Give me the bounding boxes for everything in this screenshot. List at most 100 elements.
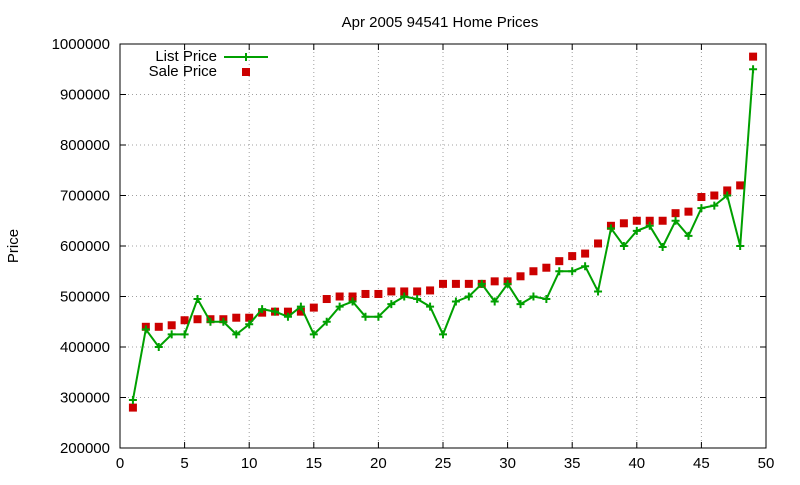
- y-tick-label: 600000: [60, 238, 110, 255]
- sale-price-point: [154, 322, 163, 331]
- x-tick-label: 50: [758, 455, 775, 472]
- list-price-point: [464, 292, 473, 301]
- x-tick-label: 5: [180, 455, 188, 472]
- sale-price-point: [697, 193, 706, 202]
- sale-price-point: [439, 279, 447, 288]
- sale-price-point: [671, 209, 680, 218]
- list-price-point: [542, 295, 551, 304]
- x-tick-label: 45: [693, 455, 710, 472]
- list-price-point: [451, 297, 460, 306]
- list-price-point: [245, 320, 254, 329]
- y-tick-label: 400000: [60, 339, 110, 356]
- list-price-point: [568, 267, 577, 276]
- list-price-point: [400, 292, 409, 301]
- list-price-point: [671, 216, 680, 225]
- x-tick-label: 10: [241, 455, 258, 472]
- list-price-point: [606, 224, 615, 233]
- list-price-point: [555, 267, 564, 276]
- list-price-point: [374, 312, 383, 321]
- list-price-point: [594, 287, 603, 296]
- sale-price-point: [361, 289, 370, 298]
- sale-price-point: [632, 216, 641, 225]
- sale-price-point: [555, 257, 564, 266]
- sale-price-point: [451, 279, 460, 288]
- list-price-point: [154, 343, 163, 351]
- list-price-point: [167, 330, 176, 339]
- list-price-point: [309, 330, 318, 339]
- list-price-point: [697, 204, 706, 213]
- sale-price-point: [426, 286, 435, 295]
- sale-price-point: [193, 315, 202, 324]
- legend-marker-sale-price: [242, 68, 250, 76]
- list-price-point: [736, 242, 745, 250]
- sale-price-point: [464, 279, 473, 288]
- list-price-point: [141, 325, 150, 334]
- plot-frame: [119, 43, 767, 449]
- list-price-point: [439, 330, 447, 339]
- list-price-point: [684, 231, 693, 240]
- list-price-point: [180, 330, 189, 339]
- legend-marker-list-price: [242, 53, 250, 61]
- y-axis: 200000 300000 400000 500000 600000 700000 8000…: [52, 36, 766, 457]
- sale-price-point: [516, 272, 525, 281]
- sale-price-point: [245, 313, 254, 322]
- list-price-point: [296, 302, 305, 311]
- list-price-point: [749, 65, 758, 74]
- sale-price-point: [232, 313, 241, 322]
- x-tick-label: 40: [628, 455, 645, 472]
- sale-price-point: [581, 249, 590, 258]
- list-price-point: [632, 226, 641, 235]
- sale-price-point: [568, 252, 577, 261]
- list-price-point: [193, 295, 202, 304]
- sale-price-point: [128, 403, 137, 412]
- list-price-point: [413, 295, 422, 304]
- x-tick-label: 20: [370, 455, 387, 472]
- y-tick-label: 300000: [60, 390, 110, 407]
- x-tick-label: 35: [564, 455, 581, 472]
- y-axis-label: Price: [5, 229, 22, 263]
- chart-title: Apr 2005 94541 Home Prices: [342, 14, 539, 31]
- list-price-point: [322, 317, 331, 326]
- list-price-point: [128, 396, 137, 405]
- sale-price-point: [335, 292, 344, 301]
- grid-lines: [120, 44, 766, 448]
- y-tick-label: 500000: [60, 289, 110, 306]
- sale-price-point: [594, 239, 603, 248]
- x-tick-label: 15: [305, 455, 322, 472]
- y-tick-label: 1000000: [52, 36, 110, 53]
- legend-label-list-price: List Price: [155, 48, 217, 65]
- sale-price-point: [413, 287, 422, 296]
- x-tick-label: 25: [435, 455, 452, 472]
- y-tick-label: 900000: [60, 87, 110, 104]
- list-price-point: [529, 292, 538, 301]
- list-price-point: [348, 297, 357, 306]
- sale-price-point: [400, 287, 409, 296]
- y-tick-label: 200000: [60, 440, 110, 457]
- list-price-point: [658, 243, 667, 252]
- sale-price-point: [619, 219, 628, 228]
- list-price-point: [387, 300, 396, 309]
- list-price-point: [710, 201, 719, 210]
- sale-price-point: [283, 307, 292, 316]
- list-price-point: [335, 302, 344, 311]
- list-price-point: [516, 300, 525, 309]
- sale-price-point: [167, 321, 176, 330]
- list-price-point: [581, 262, 590, 271]
- sale-price-point: [322, 295, 331, 304]
- sale-price-point: [374, 289, 383, 298]
- sale-price-point: [736, 181, 745, 190]
- sale-price-point: [529, 267, 538, 276]
- list-price-point: [206, 317, 215, 326]
- list-price-point: [232, 330, 241, 339]
- list-price-point: [645, 221, 654, 230]
- sale-price-point: [684, 207, 693, 216]
- sale-price-point: [387, 287, 396, 296]
- x-tick-label: 30: [499, 455, 516, 472]
- sale-price-point: [658, 216, 667, 225]
- list-price-point: [219, 317, 228, 326]
- sale-price-point: [309, 303, 318, 312]
- legend-label-sale-price: Sale Price: [149, 63, 217, 80]
- sale-price-point: [180, 316, 189, 325]
